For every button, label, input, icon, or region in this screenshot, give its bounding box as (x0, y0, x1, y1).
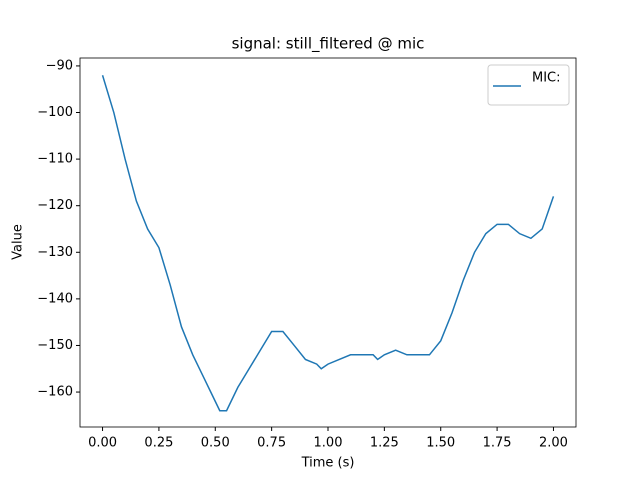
x-tick-label: 1.00 (314, 436, 343, 451)
x-tick-label: 2.00 (539, 436, 568, 451)
x-tick-label: 1.25 (370, 436, 399, 451)
y-tick-label: −110 (37, 152, 73, 167)
x-axis-label: Time (s) (301, 456, 355, 471)
x-tick-label: 0.00 (88, 436, 117, 451)
y-tick-label: −100 (37, 105, 73, 120)
y-axis-label: Value (11, 224, 26, 260)
plot-frame (79, 57, 577, 428)
y-tick-label: −130 (37, 245, 73, 260)
x-tick-label: 0.50 (201, 436, 230, 451)
y-tick-label: −120 (37, 198, 73, 213)
y-tick-label: −140 (37, 291, 73, 306)
x-tick-label: 1.50 (426, 436, 455, 451)
y-tick-label: −90 (46, 58, 73, 73)
x-tick-label: 1.75 (483, 436, 512, 451)
legend-box (487, 64, 570, 106)
x-tick-label: 0.75 (257, 436, 286, 451)
y-tick-label: −150 (37, 338, 73, 353)
legend-label: MIC: (532, 71, 561, 86)
series-line (101, 75, 555, 412)
y-tick-label: −160 (37, 385, 73, 400)
chart-title: signal: still_filtered @ mic (232, 35, 425, 54)
x-tick-label: 0.25 (144, 436, 173, 451)
